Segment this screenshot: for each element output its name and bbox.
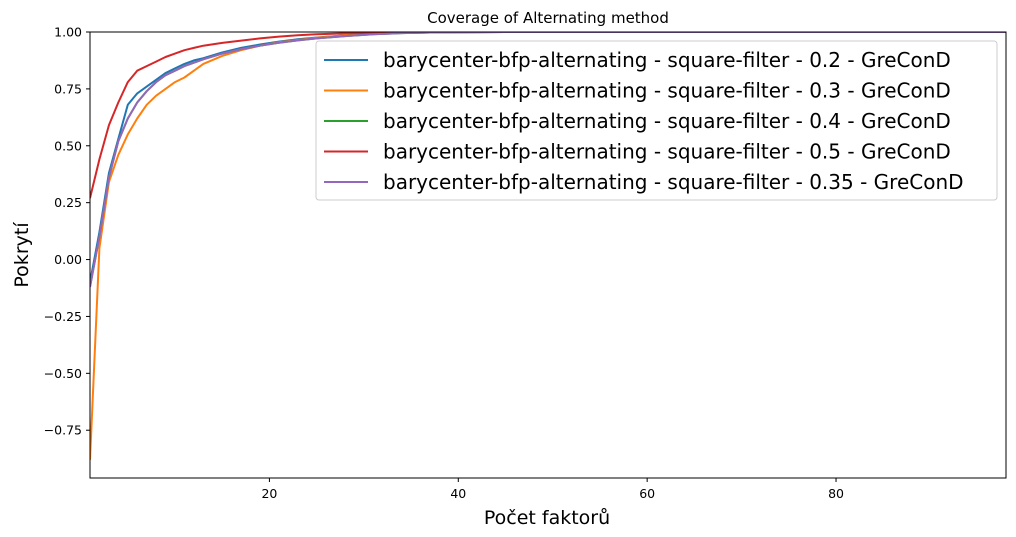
x-axis-title: Počet faktorů: [484, 507, 610, 529]
legend: barycenter-bfp-alternating - square-filt…: [315, 40, 998, 201]
y-axis-title: Pokrytí: [11, 222, 33, 288]
chart-title: Coverage of Alternating method: [427, 9, 669, 27]
y-tick-label: 0.50: [54, 138, 82, 153]
x-tick-label: 20: [261, 486, 277, 501]
legend-box: [315, 40, 998, 201]
legend-label-5: barycenter-bfp-alternating - square-filt…: [383, 170, 964, 194]
y-tick-label: 0.00: [54, 252, 82, 267]
x-tick-label: 40: [450, 486, 466, 501]
y-axis: 1.00 0.75 0.50 0.25 0.00 −0.25 −0.50 −0.75: [44, 25, 90, 438]
x-tick-label: 80: [828, 486, 844, 501]
y-tick-label: 1.00: [54, 25, 82, 40]
x-tick-label: 60: [639, 486, 655, 501]
series-line-5: [90, 32, 1006, 288]
legend-label-2: barycenter-bfp-alternating - square-filt…: [383, 79, 951, 103]
y-tick-label: −0.25: [44, 309, 82, 324]
y-tick-label: −0.50: [44, 366, 82, 381]
x-axis: 20 40 60 80: [261, 478, 844, 501]
plot-frame: [89, 31, 1007, 479]
legend-label-1: barycenter-bfp-alternating - square-filt…: [383, 48, 951, 72]
legend-label-4: barycenter-bfp-alternating - square-filt…: [383, 140, 951, 164]
y-tick-label: −0.75: [44, 423, 82, 438]
y-tick-label: 0.75: [54, 81, 82, 96]
legend-label-3: barycenter-bfp-alternating - square-filt…: [383, 109, 951, 133]
y-tick-label: 0.25: [54, 195, 82, 210]
